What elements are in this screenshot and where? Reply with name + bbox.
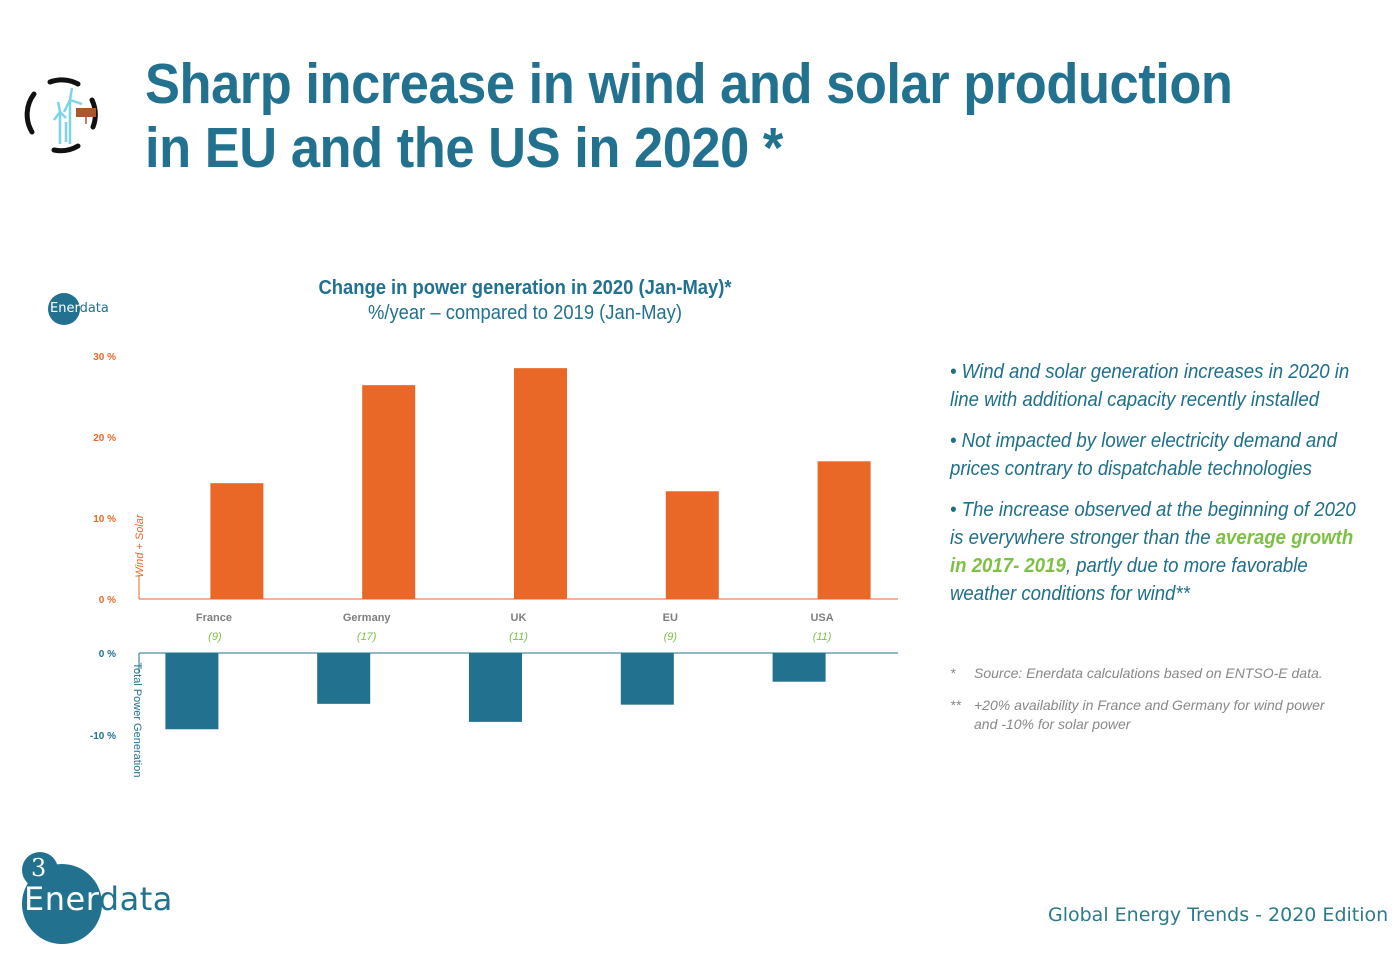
y-tick-label-top: 0 % <box>99 595 116 606</box>
bar-wind-solar-usa <box>817 461 871 599</box>
highlight-text: average growth in 2017- 2019 <box>950 527 1354 577</box>
slide-title: Sharp increase in wind and solar product… <box>145 52 1249 180</box>
bar-wind-solar-france <box>210 483 264 599</box>
page-number: 3 <box>31 854 47 882</box>
bullet-1: • Wind and solar generation increases in… <box>950 361 1350 411</box>
y-tick-label-bottom: 0 % <box>99 649 116 660</box>
bar-wind-solar-germany <box>362 385 416 599</box>
category-note: (9) <box>664 631 678 643</box>
bar-total-generation-usa <box>772 653 826 682</box>
category-label: EU <box>663 612 678 624</box>
category-note: (11) <box>509 631 528 643</box>
category-label: USA <box>810 612 833 624</box>
bar-wind-solar-eu <box>665 491 719 599</box>
y-axis-label-top: Wind + Solar <box>134 513 146 578</box>
chart-title: Change in power generation in 2020 (Jan-… <box>318 277 732 299</box>
edition-label: Global Energy Trends - 2020 Edition <box>1048 904 1389 926</box>
y-tick-label-top: 20 % <box>93 433 116 444</box>
y-axis-label-bottom: Total Power Generation <box>131 663 143 778</box>
category-note: (17) <box>357 631 377 643</box>
logo-circle <box>48 293 80 325</box>
bullet-3: • The increase observed at the beginning… <box>950 499 1356 605</box>
key-points: • Wind and solar generation increases in… <box>950 358 1359 621</box>
bar-total-generation-uk <box>469 653 522 722</box>
y-tick-label-bottom: -10 % <box>90 731 116 742</box>
wind-solar-icon <box>24 77 98 154</box>
slide-title-line-2: in EU and the US in 2020 * <box>145 116 783 180</box>
bar-total-generation-germany <box>317 653 371 704</box>
category-note: (9) <box>208 631 222 643</box>
logo-page-circle <box>22 852 58 888</box>
bar-total-generation-france <box>165 653 219 730</box>
y-tick-label-top: 30 % <box>93 352 116 363</box>
category-label: France <box>196 612 232 624</box>
category-label: UK <box>511 612 527 624</box>
logo-wordmark: Enerdata <box>24 880 173 918</box>
bar-total-generation-eu <box>620 653 674 705</box>
category-label: Germany <box>343 612 392 624</box>
bar-wind-solar-uk <box>514 368 567 599</box>
category-note: (11) <box>813 631 832 643</box>
bullet-2: • Not impacted by lower electricity dema… <box>950 430 1337 480</box>
logo-text: Enerdata <box>50 301 109 316</box>
y-tick-label-top: 10 % <box>93 514 116 525</box>
footnotes: * Source: Enerdata calculations based on… <box>950 664 1330 747</box>
bar-chart: 0 % 10 % 20 % 30 % Wind + Solar France (9) Germ… <box>90 352 898 778</box>
footnote-1: * Source: Enerdata calculations based on… <box>950 665 1323 681</box>
footnote-2: ** +20% availability in France and Germa… <box>950 697 1325 732</box>
slide-title-line-1: Sharp increase in wind and solar product… <box>145 52 1233 116</box>
enerdata-logo-footer: 3 Enerdata <box>22 852 202 944</box>
chart-subtitle: %/year – compared to 2019 (Jan-May) <box>368 302 682 324</box>
